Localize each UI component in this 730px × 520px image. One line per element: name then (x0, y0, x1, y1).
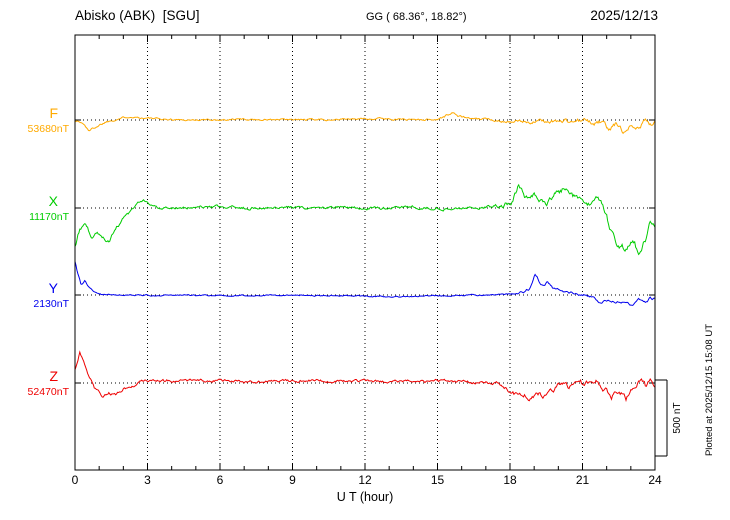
x-axis-title: U T (hour) (336, 490, 394, 504)
x-tick-label-9: 9 (289, 473, 296, 487)
component-baseline-value-Y: 2130nT (33, 298, 69, 310)
x-tick-label-6: 6 (216, 473, 224, 487)
component-baseline-value-Z: 52470nT (27, 386, 69, 398)
trace-Y (74, 261, 656, 306)
trace-X (74, 183, 656, 256)
x-axis-tick-labels: 0 3 6 9 12 15 18 21 24 (0, 473, 730, 489)
axis-ticks (74, 35, 656, 470)
x-tick-label-24: 24 (648, 473, 662, 487)
trace-Z (74, 350, 656, 403)
plot-date: 2025/12/13 (590, 8, 658, 23)
x-tick-label-0: 0 (71, 473, 79, 487)
scale-bar-label: 500 nT (672, 402, 683, 434)
station-title: Abisko (ABK) [SGU] (75, 8, 200, 23)
x-tick-label-18: 18 (503, 473, 517, 487)
x-tick-label-3: 3 (144, 473, 151, 487)
plot-frame (74, 34, 656, 471)
x-tick-label-15: 15 (430, 473, 445, 487)
trace-F (74, 112, 656, 135)
scale-bar (655, 379, 668, 457)
component-letter-Z: Z (49, 368, 58, 384)
component-letter-X: X (48, 193, 58, 209)
plotted-timestamp-note: Plotted at 2025/12/15 15:08 UT (704, 323, 715, 457)
component-letter-Y: Y (48, 280, 58, 296)
component-baseline-value-X: 11170nT (29, 211, 69, 223)
x-tick-label-12: 12 (358, 473, 372, 487)
component-baseline-value-F: 53680nT (27, 123, 69, 135)
x-tick-label-21: 21 (575, 473, 590, 487)
gridlines (147, 35, 583, 470)
component-letter-F: F (49, 105, 58, 121)
geographic-coordinates: GG ( 68.36°, 18.82°) (366, 11, 467, 23)
